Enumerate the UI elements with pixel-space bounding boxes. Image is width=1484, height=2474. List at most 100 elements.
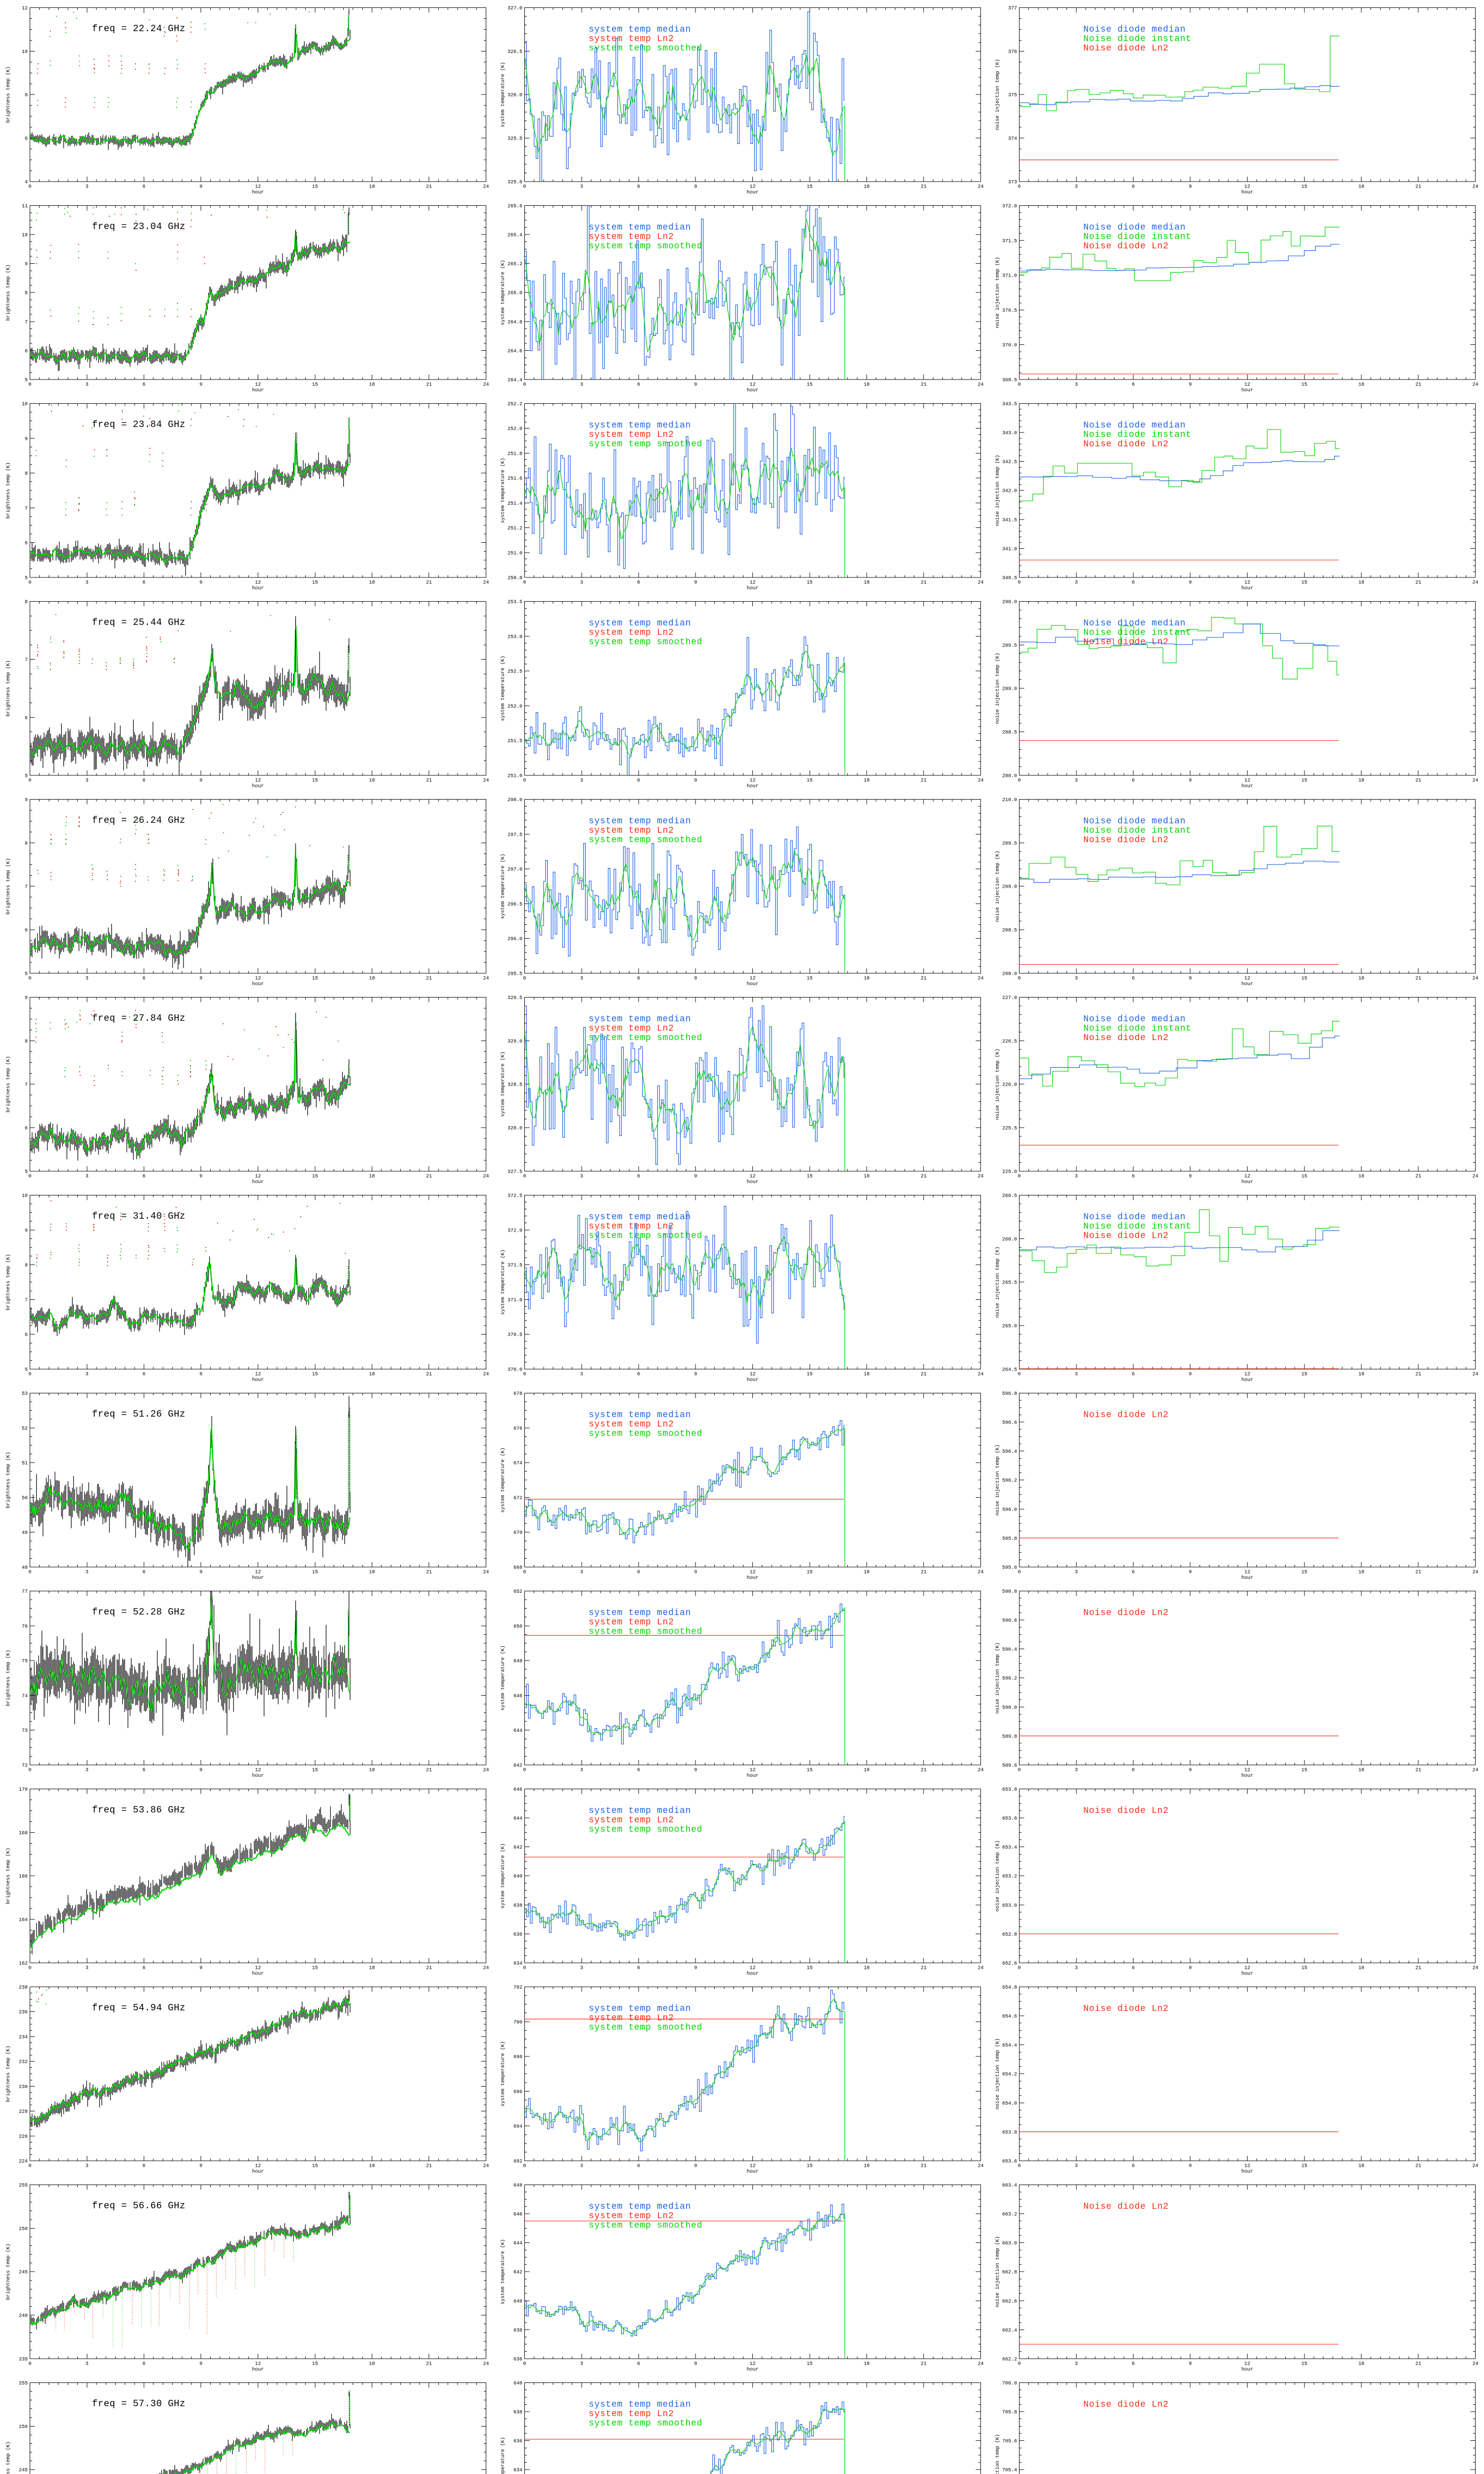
svg-text:system temperature (K): system temperature (K) (500, 2437, 506, 2474)
svg-text:9: 9 (25, 798, 28, 803)
svg-text:brightness temp (K): brightness temp (K) (5, 1650, 11, 1706)
svg-text:640: 640 (513, 1874, 522, 1880)
svg-text:8: 8 (25, 841, 28, 847)
svg-text:663.4: 663.4 (1002, 2183, 1017, 2189)
svg-text:system temp smoothed: system temp smoothed (589, 835, 702, 845)
svg-text:system temperature (K): system temperature (K) (500, 458, 506, 523)
svg-text:6: 6 (25, 1332, 28, 1338)
svg-text:8: 8 (25, 291, 28, 296)
svg-text:system temp smoothed: system temp smoothed (589, 2419, 702, 2428)
svg-text:342.0: 342.0 (1002, 489, 1017, 494)
svg-text:Noise diode median: Noise diode median (1083, 1014, 1186, 1024)
svg-text:brightness temp (K): brightness temp (K) (5, 2046, 11, 2102)
svg-text:653.2: 653.2 (1002, 1874, 1017, 1880)
svg-text:245: 245 (19, 2468, 28, 2474)
svg-text:noise injection temp (K): noise injection temp (K) (995, 1642, 1001, 1713)
svg-text:brightness temp (K): brightness temp (K) (5, 1452, 11, 1508)
svg-text:236: 236 (19, 2010, 28, 2015)
svg-text:system temperature (K): system temperature (K) (500, 1249, 506, 1315)
svg-text:brightness temp (K): brightness temp (K) (5, 264, 11, 321)
svg-text:system temp smoothed: system temp smoothed (589, 637, 702, 647)
svg-text:system temp median: system temp median (589, 816, 691, 826)
svg-text:251.6: 251.6 (508, 476, 522, 482)
svg-text:595.6: 595.6 (1002, 1566, 1017, 1571)
svg-text:646: 646 (513, 1694, 522, 1699)
svg-text:596.0: 596.0 (1002, 1507, 1017, 1513)
svg-text:662.6: 662.6 (1002, 2299, 1017, 2304)
svg-text:646: 646 (513, 2212, 522, 2218)
svg-text:system temp Ln2: system temp Ln2 (589, 430, 674, 440)
svg-text:663.0: 663.0 (1002, 2241, 1017, 2246)
svg-text:226.5: 226.5 (1002, 1039, 1017, 1045)
svg-text:265.4: 265.4 (508, 233, 522, 238)
svg-text:noise injection temp (K): noise injection temp (K) (995, 1048, 1001, 1120)
svg-text:noise injection temp (K): noise injection temp (K) (995, 2038, 1001, 2109)
svg-text:371.0: 371.0 (508, 1298, 522, 1303)
svg-text:376: 376 (1008, 49, 1017, 55)
svg-text:652.6: 652.6 (1002, 1961, 1017, 1967)
svg-text:652: 652 (513, 1589, 522, 1595)
svg-text:system temp Ln2: system temp Ln2 (589, 34, 674, 44)
svg-text:372.0: 372.0 (508, 1228, 522, 1234)
svg-text:170: 170 (19, 1787, 28, 1793)
svg-text:freq = 53.86 GHz: freq = 53.86 GHz (92, 1805, 186, 1815)
svg-text:freq = 57.30 GHz: freq = 57.30 GHz (92, 2398, 186, 2409)
svg-text:brightness temp (K): brightness temp (K) (5, 1056, 11, 1112)
svg-text:Noise diode Ln2: Noise diode Ln2 (1083, 1806, 1169, 1816)
svg-text:brightness temp (K): brightness temp (K) (5, 462, 11, 519)
svg-text:system temp median: system temp median (589, 1212, 691, 1222)
svg-text:705.4: 705.4 (1002, 2468, 1017, 2474)
svg-text:Noise diode Ln2: Noise diode Ln2 (1083, 2400, 1169, 2410)
svg-text:Noise diode Ln2: Noise diode Ln2 (1083, 1608, 1169, 1618)
svg-text:232: 232 (19, 2060, 28, 2065)
svg-text:264.8: 264.8 (508, 320, 522, 325)
svg-text:6: 6 (25, 928, 28, 934)
svg-text:freq = 23.84 GHz: freq = 23.84 GHz (92, 419, 186, 430)
svg-text:250: 250 (19, 2425, 28, 2430)
svg-text:634: 634 (513, 1961, 522, 1967)
svg-text:250: 250 (19, 2227, 28, 2232)
svg-text:650: 650 (513, 1624, 522, 1629)
svg-text:Noise diode median: Noise diode median (1083, 25, 1186, 35)
svg-text:326.0: 326.0 (508, 93, 522, 98)
svg-text:system temp smoothed: system temp smoothed (589, 44, 702, 53)
svg-text:255: 255 (19, 2183, 28, 2189)
svg-text:377: 377 (1008, 6, 1017, 11)
svg-text:system temperature (K): system temperature (K) (500, 260, 506, 325)
svg-text:Noise diode Ln2: Noise diode Ln2 (1083, 1231, 1169, 1241)
svg-text:640: 640 (513, 2299, 522, 2304)
svg-text:252.5: 252.5 (508, 669, 522, 675)
svg-text:328.0: 328.0 (508, 1126, 522, 1132)
svg-text:298.0: 298.0 (508, 798, 522, 803)
svg-text:644: 644 (513, 2241, 522, 2246)
svg-text:251.4: 251.4 (508, 501, 522, 507)
svg-text:system temperature (K): system temperature (K) (500, 1843, 506, 1908)
svg-text:10: 10 (22, 402, 28, 407)
svg-text:289.5: 289.5 (1002, 643, 1017, 649)
svg-text:system temp median: system temp median (589, 1608, 691, 1618)
svg-text:251.0: 251.0 (508, 551, 522, 556)
svg-text:375: 375 (1008, 93, 1017, 98)
svg-text:644: 644 (513, 1728, 522, 1734)
svg-text:Noise diode instant: Noise diode instant (1083, 826, 1192, 836)
svg-text:8: 8 (25, 1263, 28, 1269)
svg-text:Noise diode median: Noise diode median (1083, 618, 1186, 628)
svg-text:system temp Ln2: system temp Ln2 (589, 1024, 674, 1034)
svg-text:brightness temp (K): brightness temp (K) (5, 66, 11, 123)
svg-text:freq = 51.26 GHz: freq = 51.26 GHz (92, 1409, 186, 1420)
svg-text:5: 5 (25, 774, 28, 779)
svg-text:698: 698 (513, 2055, 522, 2060)
svg-text:system temp smoothed: system temp smoothed (589, 1033, 702, 1043)
svg-text:252.0: 252.0 (508, 704, 522, 710)
svg-text:590.8: 590.8 (1002, 1589, 1017, 1595)
svg-text:5: 5 (25, 576, 28, 581)
svg-text:7: 7 (25, 885, 28, 890)
svg-text:system temp median: system temp median (589, 2004, 691, 2014)
svg-text:freq = 26.24 GHz: freq = 26.24 GHz (92, 815, 186, 826)
svg-text:705.8: 705.8 (1002, 2410, 1017, 2416)
svg-text:system temp smoothed: system temp smoothed (589, 2221, 702, 2231)
svg-text:noise injection temp (K): noise injection temp (K) (995, 455, 1001, 526)
svg-text:10: 10 (22, 233, 28, 238)
svg-text:brightness temp (K): brightness temp (K) (5, 660, 11, 716)
svg-text:228: 228 (19, 2109, 28, 2115)
